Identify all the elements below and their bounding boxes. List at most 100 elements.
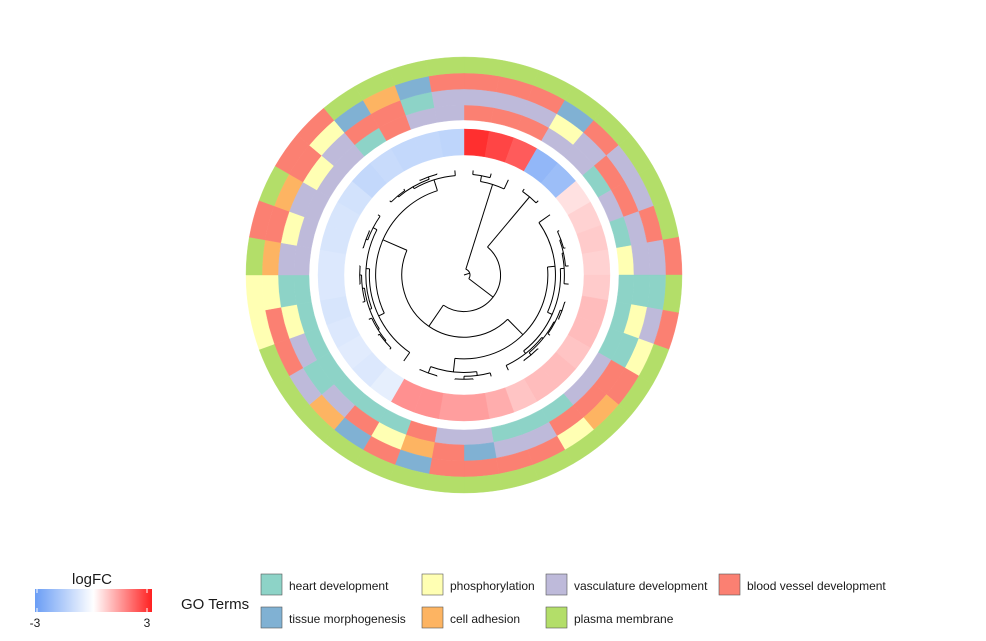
term-cell-19-ring-2 [431, 442, 465, 462]
dendrogram-branch-60 [382, 239, 408, 251]
cluster-dendrogram [359, 170, 569, 380]
go-legend-swatch-vasculature-development [545, 573, 568, 596]
logfc-cell-9 [581, 249, 611, 276]
dendrogram-branch-8 [468, 278, 494, 298]
dendrogram-branch-23 [557, 231, 565, 249]
term-cell-18-ring-3 [463, 457, 500, 478]
term-cell-9-ring-1 [616, 245, 635, 276]
logfc-legend: logFC -3 3 [30, 571, 152, 630]
term-cell-18-ring-2 [463, 442, 497, 462]
dendrogram-branch-34 [558, 301, 566, 320]
go-legend-swatch-cell-adhesion [421, 606, 444, 629]
dendrogram-branch-28 [523, 350, 526, 354]
dendrogram-branch-79 [363, 288, 380, 330]
go-legend-label-cell-adhesion: cell adhesion [450, 612, 520, 626]
dendrogram-branch-102 [375, 190, 438, 314]
dendrogram-branch-58 [430, 366, 477, 373]
dendrogram-branch-43 [505, 337, 543, 366]
dendrogram-branch-4 [489, 173, 492, 178]
term-cell-27-ring-1 [293, 274, 312, 305]
logfc-cell-36 [438, 128, 465, 158]
dendrogram-branch-80 [372, 227, 378, 231]
dendrogram-branch-88 [368, 268, 411, 353]
dendrogram-branch-11 [535, 200, 539, 204]
dendrogram-branch-73 [362, 301, 366, 303]
dendrogram-branch-25 [559, 239, 566, 267]
logfc-legend-max-label: 3 [144, 616, 151, 630]
dendrogram-branch-106 [463, 272, 470, 276]
term-cell-9-ring-3 [646, 239, 667, 276]
dendrogram-branch-7 [480, 181, 505, 190]
go-legend-label-blood-vessel-development: blood vessel development [747, 579, 886, 593]
dendrogram-branch-89 [433, 179, 438, 191]
term-cell-28-ring-4 [245, 236, 266, 276]
dendrogram-branch-2 [479, 175, 483, 182]
go-legend-label-phosphorylation: phosphorylation [450, 579, 535, 593]
dendrogram-branch-59 [454, 266, 549, 360]
dendrogram-branch-68 [377, 333, 380, 336]
dendrogram-branch-16 [538, 214, 551, 223]
term-cell-19-ring-4 [425, 473, 465, 494]
go-terms-legend: GO Terms heart development phosphorylatio… [181, 573, 886, 629]
term-cell-36-ring-1 [434, 104, 465, 123]
term-cell-27-ring-3 [261, 274, 282, 311]
term-cell-36-ring-4 [425, 56, 465, 77]
dendrogram-branch-93 [403, 188, 406, 191]
term-cell-28-ring-2 [277, 242, 297, 276]
dendrogram-branch-10 [522, 188, 525, 192]
term-cell-1-ring-3 [463, 72, 500, 93]
dendrogram-branch-101 [413, 175, 456, 190]
logfc-cell-27 [317, 274, 347, 301]
dendrogram-branch-57 [419, 369, 438, 377]
term-cell-18-ring-4 [463, 473, 503, 494]
dendrogram-branch-27 [561, 253, 565, 284]
go-legend-swatch-tissue-morphogenesis [260, 606, 283, 629]
dendrogram-branch-36 [547, 309, 561, 335]
dendrogram-branch-92 [389, 200, 392, 203]
term-cell-18-ring-1 [463, 427, 494, 446]
term-cell-36-ring-2 [431, 88, 465, 108]
term-cell-10-ring-4 [662, 274, 683, 314]
dendrogram-branch-35 [547, 333, 551, 336]
dendrogram-branch-69 [379, 333, 392, 349]
dendrogram-branch-53 [463, 372, 491, 377]
term-cell-28-ring-1 [293, 245, 312, 276]
dendrogram-branch-46 [452, 358, 456, 372]
dendrogram-branch-98 [419, 173, 438, 181]
dendrogram-branch-94 [390, 190, 406, 203]
term-cell-27-ring-4 [245, 274, 266, 314]
dendrogram-branch-1 [465, 184, 494, 270]
dendrogram-branch-71 [371, 317, 387, 341]
logfc-legend-title: logFC [72, 571, 112, 588]
dendrogram-branch-12 [522, 191, 537, 204]
dendrogram-branch-54 [427, 366, 432, 374]
dendrogram-branch-62 [403, 352, 411, 362]
term-cell-36-ring-3 [428, 72, 465, 93]
term-cell-19-ring-1 [434, 427, 465, 446]
dendrogram-branch-9 [487, 196, 530, 248]
term-cell-10-ring-1 [616, 274, 635, 305]
go-legend-swatch-heart-development [260, 573, 283, 596]
dendrogram-branch-78 [361, 274, 366, 302]
term-cell-9-ring-2 [631, 242, 651, 276]
go-legend-label-vasculature-development: vasculature development [574, 579, 708, 593]
go-legend-swatch-phosphorylation [421, 573, 444, 596]
go-legend-swatch-blood-vessel-development [718, 573, 741, 596]
dendrogram-branch-85 [377, 214, 381, 217]
dendrogram-branch-45 [538, 222, 556, 313]
dendrogram-branch-40 [523, 348, 539, 361]
dendrogram-branch-15 [547, 265, 556, 268]
go-legend-title: GO Terms [181, 596, 249, 613]
dendrogram-branch-13 [428, 304, 444, 327]
go-legend-label-tissue-morphogenesis: tissue morphogenesis [289, 612, 406, 626]
dendrogram-branch-99 [398, 178, 430, 198]
term-cell-1-ring-2 [463, 88, 497, 108]
term-cell-10-ring-3 [646, 274, 667, 311]
dendrogram-branch-44 [523, 268, 562, 352]
dendrogram-branch-87 [365, 229, 378, 309]
term-cell-1-ring-4 [463, 56, 503, 77]
term-cell-27-ring-2 [277, 274, 297, 308]
term-cell-9-ring-4 [662, 236, 683, 276]
dendrogram-branch-5 [472, 174, 491, 179]
